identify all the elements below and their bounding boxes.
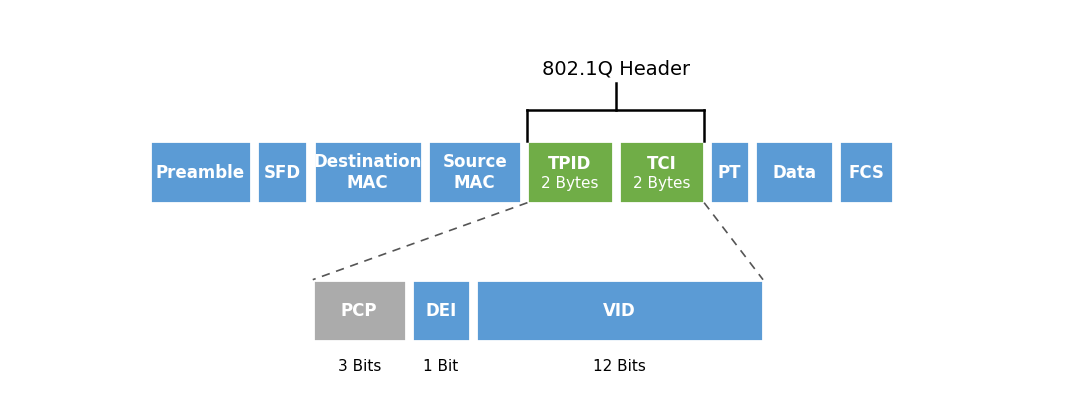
FancyBboxPatch shape <box>477 280 763 342</box>
Text: DEI: DEI <box>425 302 456 320</box>
Text: SFD: SFD <box>264 164 300 181</box>
Text: 3 Bits: 3 Bits <box>338 358 381 373</box>
Text: 2 Bytes: 2 Bytes <box>633 176 690 191</box>
FancyBboxPatch shape <box>412 280 470 342</box>
Text: TPID: TPID <box>549 154 592 172</box>
FancyBboxPatch shape <box>527 142 612 203</box>
Text: TCI: TCI <box>647 154 677 172</box>
FancyBboxPatch shape <box>150 142 251 203</box>
FancyBboxPatch shape <box>313 142 422 203</box>
FancyBboxPatch shape <box>839 142 893 203</box>
Text: PCP: PCP <box>341 302 378 320</box>
Text: PT: PT <box>718 164 741 181</box>
FancyBboxPatch shape <box>428 142 521 203</box>
Text: 12 Bits: 12 Bits <box>593 358 646 373</box>
Text: Data: Data <box>771 164 816 181</box>
FancyBboxPatch shape <box>710 142 749 203</box>
FancyBboxPatch shape <box>619 142 704 203</box>
Text: Preamble: Preamble <box>156 164 245 181</box>
Text: Destination
MAC: Destination MAC <box>313 153 422 192</box>
Text: 802.1Q Header: 802.1Q Header <box>541 59 690 78</box>
Text: 2 Bytes: 2 Bytes <box>541 176 599 191</box>
Text: Source
MAC: Source MAC <box>442 153 507 192</box>
Text: 1 Bit: 1 Bit <box>423 358 458 373</box>
FancyBboxPatch shape <box>257 142 308 203</box>
FancyBboxPatch shape <box>755 142 833 203</box>
Text: VID: VID <box>604 302 636 320</box>
FancyBboxPatch shape <box>313 280 406 342</box>
Text: FCS: FCS <box>848 164 884 181</box>
